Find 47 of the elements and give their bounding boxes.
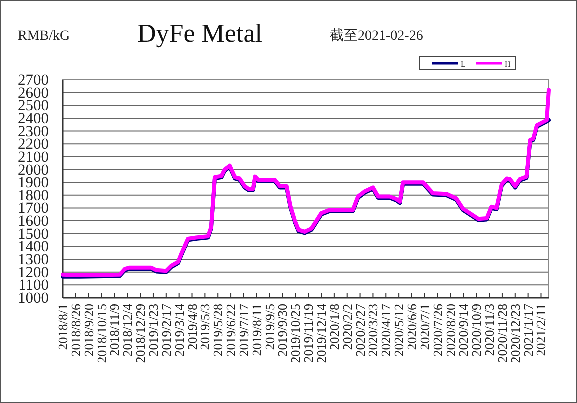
x-tick-label: 2019/12/14 (314, 304, 330, 364)
x-tick-label: 2018/11/9 (107, 304, 122, 356)
x-tick-label: 2019/11/19 (301, 304, 316, 363)
x-tick-label: 2018/12/29 (133, 304, 148, 364)
x-tick-label: 2021/2/11 (534, 304, 549, 356)
x-tick-label: 2021/1/17 (520, 304, 536, 357)
x-tick-label: 2020/12/23 (508, 304, 523, 364)
x-tick-label: 2020/2/27 (352, 304, 368, 357)
x-tick-label: 2019/4/8 (184, 304, 200, 350)
y-axis-title: RMB/kG (18, 29, 70, 44)
x-tick-label: 2018/12/4 (120, 304, 136, 357)
x-tick-label: 2018/10/15 (94, 304, 110, 364)
x-tick-label: 2020/4/17 (378, 304, 394, 357)
x-tick-label: 2020/3/23 (366, 304, 381, 357)
x-tick-label: 2018/9/20 (81, 304, 96, 357)
x-tick-label: 2018/8/26 (68, 304, 84, 357)
x-tick-label: 2018/8/1 (56, 304, 70, 350)
x-tick-label: 2020/6/6 (404, 304, 420, 350)
x-tick-label: 2020/5/12 (392, 304, 407, 357)
chart-subtitle: 截至2021-02-26 (330, 28, 424, 44)
x-tick-label: 2020/7/1 (417, 304, 432, 350)
y-tick-label: 2400 (18, 110, 50, 128)
x-tick-label: 2019/5/3 (198, 304, 213, 350)
x-tick-label: 2019/5/28 (210, 304, 226, 357)
x-tick-label: 2020/2/2 (340, 304, 355, 350)
x-tick-label: 2019/9/30 (275, 304, 290, 357)
x-tick-label: 2020/8/20 (443, 304, 458, 357)
x-tick-label: 2019/8/11 (249, 304, 264, 356)
x-tick-label: 2019/1/23 (146, 304, 161, 357)
legend-label: L (461, 60, 466, 69)
x-tick-label: 2019/3/14 (172, 304, 187, 357)
x-tick-label: 2019/2/17 (158, 304, 174, 357)
x-tick-label: 2020/9/14 (456, 304, 472, 357)
y-tick-label: 2100 (18, 148, 50, 166)
x-tick-label: 2020/1/8 (326, 304, 342, 350)
x-tick-label: 2019/7/17 (236, 304, 252, 357)
y-tick-label: 1000 (18, 290, 50, 307)
x-tick-label: 2019/6/22 (224, 304, 239, 357)
x-tick-label: 2020/10/9 (469, 304, 484, 357)
y-tick-label: 2700 (18, 72, 50, 89)
x-tick-label: 2019/10/25 (288, 304, 304, 364)
legend-label: H (505, 60, 511, 69)
chart-title: DyFe Metal (138, 19, 262, 48)
x-tick-label: 2020/11/28 (494, 304, 510, 363)
x-tick-label: 2020/11/3 (482, 304, 498, 356)
x-tick-label: 2019/9/5 (262, 304, 278, 350)
x-tick-label: 2020/7/26 (430, 304, 446, 357)
